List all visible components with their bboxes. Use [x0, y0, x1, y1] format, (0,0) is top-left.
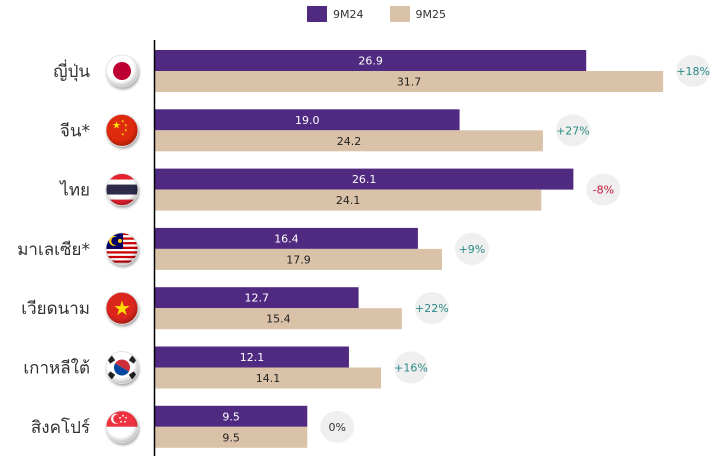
bar-value-label: 24.2 [337, 135, 362, 148]
bar-9m25[interactable] [155, 130, 543, 152]
change-badge-text: +22% [415, 302, 449, 315]
bar-9m25[interactable] [155, 189, 542, 211]
category-label: ไทย [58, 180, 90, 201]
change-badge-text: 0% [329, 421, 346, 434]
bar-value-label: 12.1 [240, 351, 265, 364]
change-badge [394, 351, 429, 384]
bar-value-label: 9.5 [222, 410, 240, 423]
malaysia-flag-icon [105, 232, 139, 266]
bar-9m24[interactable] [155, 227, 418, 249]
bar-9m24[interactable] [155, 405, 308, 427]
legend-swatch-9m25 [389, 6, 410, 22]
change-badge [320, 410, 355, 443]
legend-label-9m24: 9M24 [333, 7, 364, 21]
bar-9m25[interactable] [155, 308, 402, 330]
bar-value-label: 31.7 [397, 76, 422, 89]
bar-9m24[interactable] [155, 168, 574, 190]
bar-value-label: 17.9 [286, 253, 311, 266]
bar-9m25[interactable] [155, 71, 664, 92]
bar-value-label: 15.4 [266, 313, 291, 326]
bar-value-label: 26.9 [358, 55, 383, 68]
bar-9m25[interactable] [155, 248, 442, 270]
change-badge-text: +9% [459, 243, 486, 256]
bar-value-label: 16.4 [274, 232, 299, 245]
bar-value-label: 26.1 [352, 173, 377, 186]
singapore-flag-icon [105, 410, 139, 444]
change-badge [555, 114, 590, 147]
thailand-flag-icon [105, 173, 139, 207]
vietnam-flag-icon: ★ [105, 291, 139, 325]
bar-value-label: 19.0 [295, 114, 320, 127]
category-label: จีน* [60, 121, 90, 141]
legend-swatch-9m24 [307, 6, 327, 22]
bar-value-label: 14.1 [256, 372, 281, 385]
change-badge [414, 292, 449, 325]
bar-9m25[interactable] [155, 367, 382, 389]
category-label: เกาหลีใต้ [23, 358, 90, 379]
change-badge [454, 232, 489, 265]
legend-item-9m24[interactable]: 9M24 [307, 6, 364, 22]
category-label: เวียดนาม [21, 299, 90, 319]
bar-9m24[interactable] [155, 109, 460, 131]
category-label: มาเลเซีย* [17, 240, 90, 260]
bar-9m24[interactable] [155, 50, 587, 71]
bar-9m24[interactable] [155, 287, 359, 309]
change-badge [676, 55, 711, 87]
chart-legend: 9M24 9M25 [307, 6, 472, 22]
category-label: ญี่ปุ่น [53, 59, 90, 82]
bar-value-label: 12.7 [245, 292, 270, 305]
category-label: สิงคโปร์ [31, 417, 90, 438]
bar-9m25[interactable] [155, 426, 308, 448]
china-flag-icon: ★★★★★ [105, 113, 139, 147]
legend-label-9m25: 9M25 [415, 7, 447, 21]
south-korea-flag-icon [105, 351, 139, 384]
change-badge-text: +18% [676, 65, 710, 78]
bar-value-label: 24.1 [336, 194, 361, 207]
change-badge [586, 173, 621, 206]
change-badge-text: +16% [394, 362, 428, 375]
bar-value-label: 9.5 [222, 431, 240, 444]
japan-flag-icon [105, 54, 139, 88]
bar-9m24[interactable] [155, 346, 349, 368]
change-badge-text: +27% [556, 124, 590, 137]
change-badge-text: -8% [593, 184, 614, 197]
legend-item-9m25[interactable]: 9M25 [389, 6, 447, 22]
